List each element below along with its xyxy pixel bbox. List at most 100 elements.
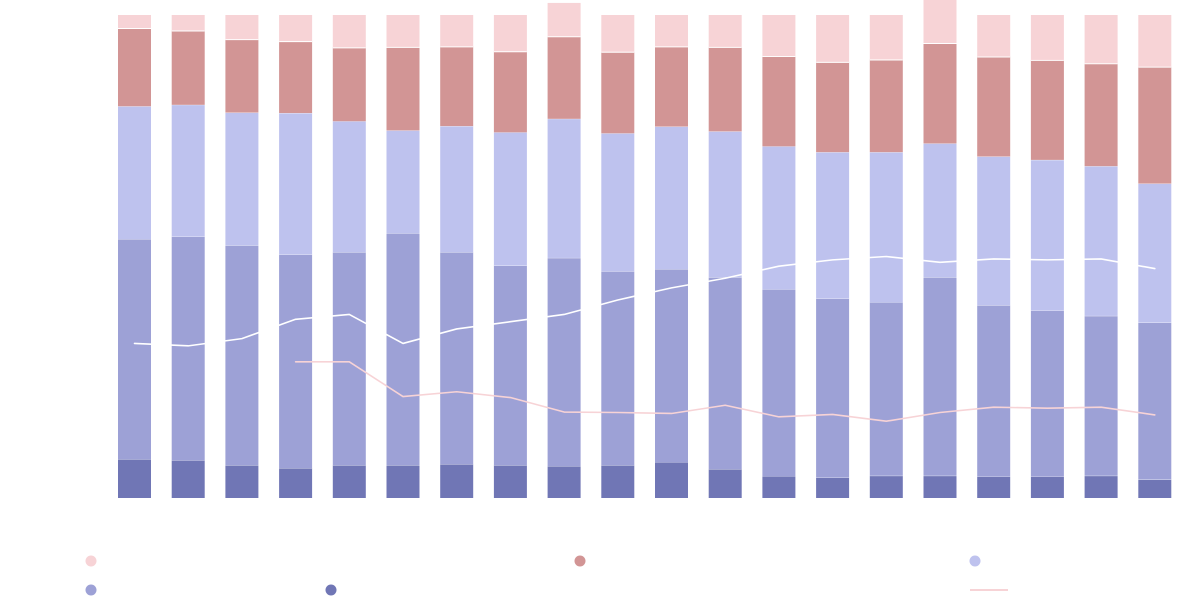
bar-segment-series-3-cat-14 — [869, 59, 903, 153]
bar-segment-series-4-cat-0 — [118, 15, 151, 29]
bar-segment-series-3-cat-12 — [762, 56, 796, 147]
bar-segment-series-3-cat-6 — [440, 46, 474, 127]
bar-segment-series-3-cat-7 — [493, 51, 527, 133]
bar-segment-series-0-cat-12 — [762, 476, 796, 498]
bar-segment-series-1-cat-8 — [547, 257, 581, 467]
bar-segment-series-2-cat-14 — [869, 152, 903, 303]
legend-marker-circle — [969, 555, 981, 567]
legend-marker-circle — [325, 584, 337, 596]
bar-segment-series-0-cat-10 — [655, 462, 688, 498]
bar-segment-series-1-cat-19 — [1138, 322, 1172, 480]
bar-segment-series-1-cat-15 — [923, 277, 957, 476]
bar-segment-series-3-cat-15 — [923, 43, 957, 144]
bar-segment-series-4-cat-1 — [171, 15, 205, 31]
bar-segment-series-2-cat-13 — [816, 152, 850, 299]
bar-segment-series-2-cat-4 — [332, 121, 366, 253]
bar-segment-series-3-cat-13 — [816, 61, 850, 153]
bar-stack-12 — [762, 15, 796, 498]
bar-segment-series-2-cat-19 — [1138, 183, 1172, 323]
bar-segment-series-3-cat-16 — [977, 56, 1011, 157]
bar-segment-series-0-cat-14 — [869, 475, 903, 498]
legend-marker-circle — [85, 555, 97, 567]
bar-segment-series-0-cat-3 — [279, 468, 313, 498]
bar-stack-19 — [1138, 15, 1172, 498]
bar-segment-series-0-cat-0 — [118, 459, 151, 498]
bar-segment-series-2-cat-0 — [118, 106, 151, 240]
bar-stack-8 — [547, 2, 581, 498]
bar-segment-series-2-cat-16 — [977, 156, 1011, 306]
bar-segment-series-0-cat-13 — [816, 477, 850, 498]
lines-layer — [133, 255, 1156, 423]
bar-segment-series-4-cat-19 — [1138, 15, 1172, 67]
bar-segment-series-1-cat-12 — [762, 289, 796, 477]
bar-segment-series-0-cat-15 — [923, 475, 957, 498]
legend-item-4 — [325, 584, 337, 596]
bar-segment-series-1-cat-7 — [493, 265, 527, 466]
bar-stack-7 — [493, 15, 527, 498]
bar-stack-3 — [279, 15, 313, 498]
bar-segment-series-4-cat-12 — [762, 15, 796, 57]
bar-segment-series-0-cat-5 — [386, 465, 420, 498]
bar-segment-series-2-cat-6 — [440, 126, 474, 253]
bar-stack-1 — [171, 15, 205, 498]
bar-segment-series-4-cat-18 — [1084, 15, 1118, 64]
bar-segment-series-4-cat-7 — [493, 15, 527, 52]
bar-segment-series-2-cat-10 — [655, 126, 688, 270]
bar-segment-series-3-cat-0 — [118, 28, 151, 107]
bar-segment-series-0-cat-4 — [332, 465, 366, 498]
bar-stack-15 — [923, 0, 957, 498]
bar-segment-series-2-cat-12 — [762, 146, 796, 290]
bar-segment-series-0-cat-16 — [977, 476, 1011, 498]
legend-item-1 — [574, 555, 586, 567]
bar-segment-series-1-cat-16 — [977, 305, 1011, 477]
bar-segment-series-0-cat-19 — [1138, 479, 1172, 498]
bar-segment-series-2-cat-7 — [493, 132, 527, 266]
bar-segment-series-1-cat-4 — [332, 252, 366, 466]
bar-stack-17 — [1030, 15, 1064, 498]
bar-segment-series-3-cat-4 — [332, 47, 366, 122]
bar-segment-series-2-cat-5 — [386, 130, 420, 234]
bar-stack-11 — [708, 15, 742, 498]
bar-segment-series-1-cat-5 — [386, 233, 420, 466]
bar-segment-series-4-cat-13 — [816, 15, 850, 62]
legend-item-2 — [969, 555, 981, 567]
bar-segment-series-1-cat-6 — [440, 252, 474, 465]
legend-item-3 — [85, 584, 97, 596]
bar-segment-series-3-cat-17 — [1030, 59, 1064, 160]
bar-stack-18 — [1084, 15, 1118, 498]
bar-stack-9 — [601, 15, 635, 498]
bar-segment-series-2-cat-2 — [225, 112, 259, 246]
bars-layer — [118, 0, 1172, 498]
bar-segment-series-4-cat-4 — [332, 15, 366, 48]
bar-stack-16 — [977, 15, 1011, 498]
bar-segment-series-1-cat-2 — [225, 245, 259, 466]
bar-segment-series-0-cat-18 — [1084, 475, 1118, 498]
bar-segment-series-3-cat-19 — [1138, 66, 1172, 184]
bar-segment-series-2-cat-18 — [1084, 166, 1118, 316]
bar-segment-series-3-cat-2 — [225, 39, 259, 113]
bar-segment-series-0-cat-7 — [493, 465, 527, 498]
bar-segment-series-3-cat-9 — [601, 51, 635, 134]
bar-segment-series-1-cat-13 — [816, 298, 850, 478]
bar-segment-series-1-cat-18 — [1084, 315, 1118, 476]
bar-segment-series-1-cat-0 — [118, 239, 151, 460]
bar-stack-5 — [386, 15, 420, 498]
legend — [85, 555, 1008, 596]
bar-segment-series-0-cat-11 — [708, 469, 742, 498]
white-line-series — [133, 255, 1156, 347]
bar-segment-series-2-cat-15 — [923, 143, 957, 278]
legend-marker-circle — [85, 584, 97, 596]
bar-segment-series-2-cat-8 — [547, 118, 581, 258]
bar-stack-13 — [816, 15, 850, 498]
bar-segment-series-2-cat-1 — [171, 104, 205, 237]
bar-segment-series-3-cat-11 — [708, 46, 742, 132]
bar-segment-series-0-cat-6 — [440, 464, 474, 498]
bar-segment-series-1-cat-11 — [708, 277, 742, 470]
legend-marker-circle — [574, 555, 586, 567]
bar-segment-series-1-cat-1 — [171, 236, 205, 461]
bar-segment-series-3-cat-18 — [1084, 63, 1118, 167]
bar-segment-series-2-cat-17 — [1030, 159, 1064, 311]
bar-segment-series-0-cat-2 — [225, 465, 259, 498]
